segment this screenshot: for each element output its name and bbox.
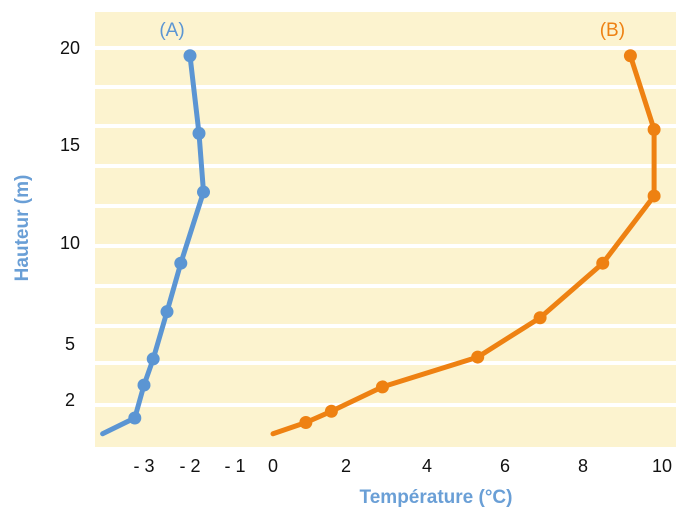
y-tick-label: 10 (60, 233, 80, 253)
data-point (128, 411, 142, 425)
x-tick-label: - 1 (224, 456, 245, 476)
x-axis-title: Température (°C) (360, 487, 513, 508)
data-point (375, 380, 389, 394)
data-point (174, 256, 188, 270)
gridline (95, 361, 676, 365)
gridline (95, 164, 676, 168)
gridline (95, 244, 676, 248)
data-point (299, 416, 313, 429)
y-tick-label: 2 (65, 390, 75, 410)
data-point (137, 378, 151, 392)
gridline (95, 324, 676, 328)
gridline (95, 46, 676, 50)
data-point (324, 404, 338, 418)
data-point (471, 350, 485, 364)
gridline (95, 284, 676, 288)
series-group: (A) (B) (100, 20, 661, 437)
x-tick-label: 10 (652, 456, 672, 476)
x-tick-label: 6 (500, 456, 510, 476)
x-tick-label: - 2 (179, 456, 200, 476)
data-point (197, 185, 210, 199)
gridline (95, 204, 676, 208)
x-tick-label: 2 (341, 456, 351, 476)
y-axis-title: Hauteur (m) (12, 175, 33, 282)
data-point (623, 49, 637, 63)
gridline (95, 85, 676, 89)
y-tick-label: 20 (60, 38, 80, 58)
x-tick-label: 0 (268, 456, 278, 476)
data-point (533, 311, 547, 325)
series-label: (B) (600, 20, 625, 41)
data-point (183, 49, 197, 63)
x-tick-label: 8 (578, 456, 588, 476)
series-line (270, 53, 657, 437)
tick-labels: - 3 - 2 - 1 0 2 4 6 8 10 2 5 10 15 20 (60, 38, 672, 476)
data-point (596, 256, 610, 270)
series-label: (A) (159, 20, 184, 41)
x-tick-label: 4 (422, 456, 432, 476)
data-point (192, 126, 206, 140)
gridline (95, 403, 676, 407)
data-point (160, 305, 174, 319)
x-tick-label: - 3 (133, 456, 154, 476)
y-tick-label: 15 (60, 135, 80, 155)
grid (95, 46, 676, 407)
gridline (95, 124, 676, 128)
data-point (647, 189, 661, 203)
y-tick-label: 5 (65, 334, 75, 354)
data-point (647, 122, 661, 136)
data-point (146, 352, 160, 366)
